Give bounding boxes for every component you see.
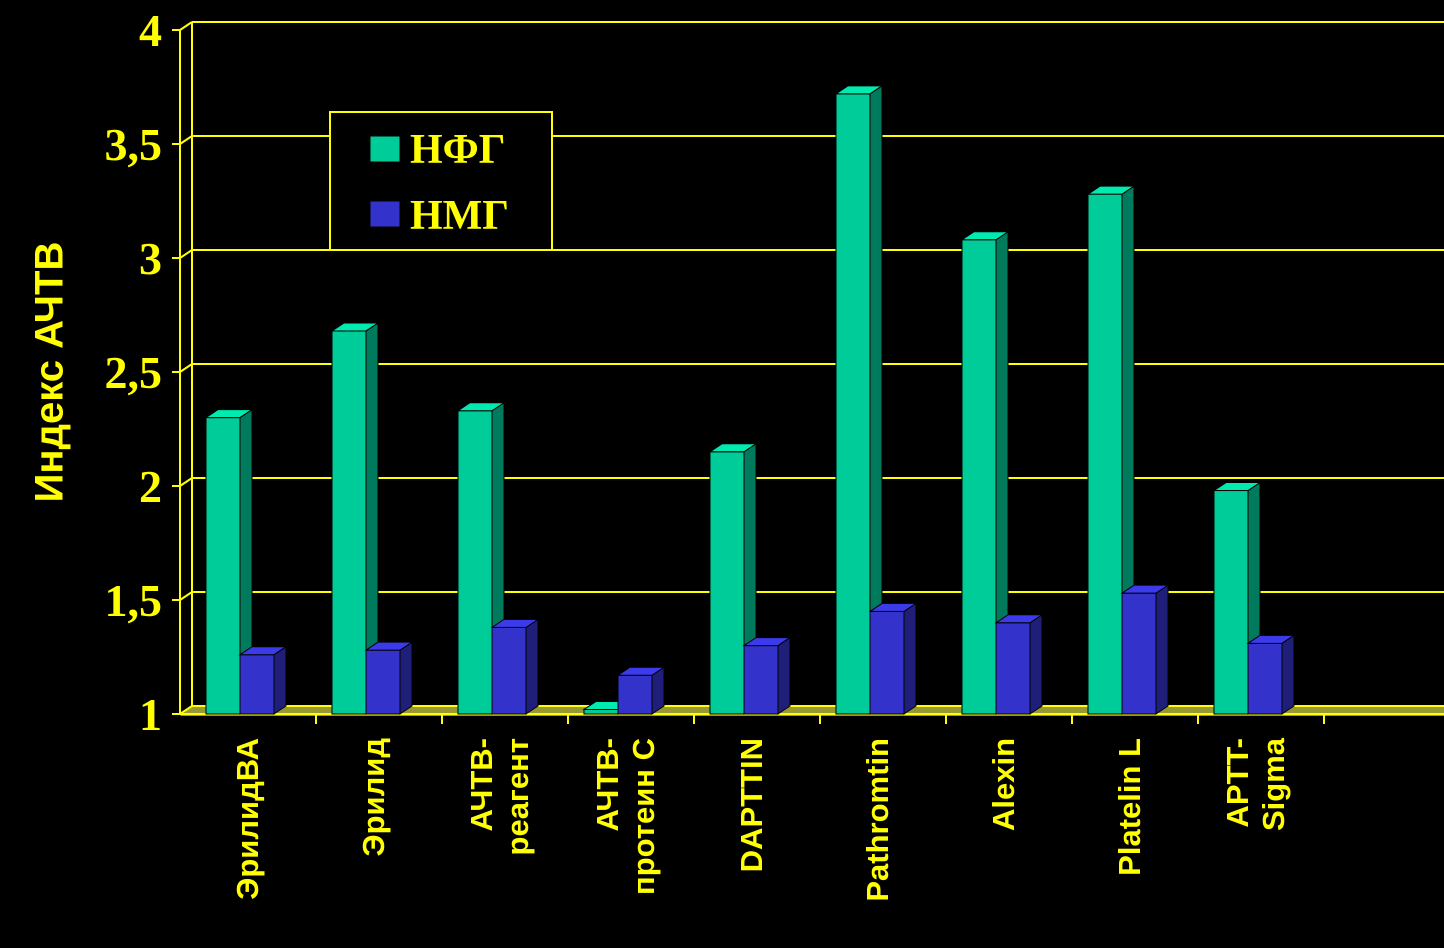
- x-category-label: реагент: [500, 738, 535, 855]
- bar-front: [1213, 490, 1249, 715]
- bar-side: [903, 602, 917, 715]
- bars: [204, 84, 1296, 715]
- y-tick-label: 4: [139, 5, 162, 56]
- x-category-label: ЭрилидВА: [230, 738, 265, 900]
- bar-side: [777, 636, 791, 715]
- bar-front: [617, 674, 653, 715]
- y-tick-label: 2,5: [105, 347, 163, 398]
- bar-front: [995, 622, 1031, 715]
- bar-front: [1121, 592, 1157, 715]
- x-category-label: протеин С: [626, 738, 661, 895]
- bar-nmg: [868, 602, 918, 715]
- bar-top: [1246, 634, 1296, 644]
- x-category-label: APTT-: [1220, 738, 1255, 828]
- bar-front: [869, 610, 905, 715]
- bar-top: [708, 443, 758, 453]
- grid-line-side: [179, 477, 193, 487]
- bar-top: [834, 85, 884, 95]
- legend-label-nmg: НМГ: [410, 193, 509, 239]
- bar-front: [1087, 193, 1123, 715]
- bar-top: [330, 322, 380, 332]
- bar-front: [205, 417, 241, 715]
- grid-line-side: [179, 249, 193, 259]
- bar-front: [1247, 642, 1283, 715]
- bar-side: [273, 645, 287, 715]
- bar-front: [743, 645, 779, 715]
- bar-top: [490, 618, 540, 628]
- bar-nmg: [238, 645, 288, 715]
- bar-front: [709, 451, 745, 715]
- bar-front: [331, 330, 367, 715]
- bar-top: [204, 409, 254, 419]
- y-axis-title: Индекс АЧТВ: [28, 242, 72, 503]
- bar-nfg: [960, 230, 1010, 715]
- grid-line-side: [179, 135, 193, 145]
- x-category-labels: ЭрилидВА Эрилид АЧТВ-реагент АЧТВ-протеин С…: [230, 737, 1291, 901]
- legend-swatch-nfg: [369, 135, 401, 163]
- x-category-label: Platelin L: [1112, 738, 1147, 876]
- bar-front: [961, 239, 997, 715]
- legend-box: [329, 111, 553, 251]
- bar-nfg: [1086, 185, 1136, 715]
- x-category-label: Эрилид: [356, 738, 391, 857]
- y-tick-label: 2: [139, 461, 162, 512]
- grid-line-side: [179, 363, 193, 373]
- bar-nmg: [616, 666, 666, 715]
- bar-front: [491, 626, 527, 715]
- y-tick-label: 1: [139, 689, 162, 740]
- grid-line-side: [179, 705, 193, 715]
- bar-side: [1029, 613, 1043, 715]
- bar-top: [1086, 185, 1136, 195]
- bar-nmg: [364, 641, 414, 715]
- legend: НФГ НМГ: [329, 111, 553, 251]
- bar-top: [456, 402, 506, 412]
- bar-nmg: [490, 618, 540, 715]
- y-tick-label: 1,5: [105, 575, 163, 626]
- x-category-label: АЧТВ-: [464, 738, 499, 831]
- bar-top: [868, 602, 918, 612]
- bar-side: [1281, 634, 1295, 715]
- bar-nmg: [1120, 584, 1170, 715]
- bar-top: [364, 641, 414, 651]
- bar-nmg: [994, 613, 1044, 715]
- y-tick-labels: 1 1,5 2 2,5 3 3,5 4: [105, 5, 163, 740]
- bar-top: [238, 646, 288, 656]
- x-category-label: Alexin: [986, 738, 1021, 831]
- legend-label-nfg: НФГ: [410, 127, 505, 173]
- bar-side: [1155, 584, 1169, 715]
- y-tick-label: 3: [139, 233, 162, 284]
- bar-nmg: [742, 636, 792, 715]
- bar-top: [616, 666, 666, 676]
- bar-side: [525, 618, 539, 715]
- bar-top: [742, 637, 792, 647]
- bar-front: [835, 93, 871, 715]
- y-tick-label: 3,5: [105, 119, 163, 170]
- bar-side: [399, 641, 413, 715]
- bar-nfg: [330, 322, 380, 715]
- bar-top: [1212, 482, 1262, 492]
- bar-front: [365, 649, 401, 715]
- x-category-label: DAPTTIN: [734, 738, 769, 872]
- bar-front: [583, 708, 619, 715]
- grid-line-side: [179, 591, 193, 601]
- x-category-label: Sigma: [1256, 737, 1291, 831]
- bar-nmg: [1246, 634, 1296, 715]
- legend-swatch-nmg: [369, 200, 401, 228]
- bar-nfg: [834, 84, 884, 715]
- bar-front: [457, 410, 493, 715]
- x-category-label: Pathromtin: [860, 738, 895, 902]
- bar-top: [994, 614, 1044, 624]
- bar-top: [1120, 584, 1170, 594]
- x-category-label: АЧТВ-: [590, 738, 625, 831]
- bar-top: [960, 231, 1010, 241]
- grid-line-side: [179, 21, 193, 31]
- bar-nfg: [204, 408, 254, 715]
- bar-front: [239, 654, 275, 715]
